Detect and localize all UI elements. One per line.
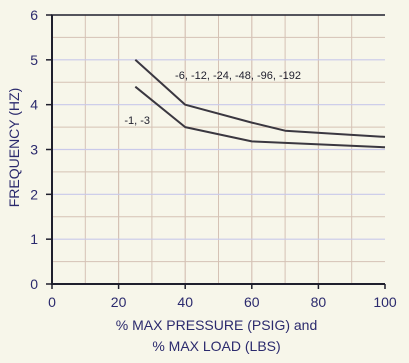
x-tick-label: 100 — [373, 294, 397, 310]
x-axis-title-line-1: % MAX PRESSURE (PSIG) and — [116, 317, 318, 333]
x-tick-label: 60 — [244, 294, 260, 310]
y-tick-label: 1 — [30, 231, 38, 247]
y-axis-title: FREQUENCY (HZ) — [6, 88, 22, 208]
y-tick-label: 4 — [30, 97, 38, 113]
y-tick-label: 0 — [30, 276, 38, 292]
x-axis-title-line-2: % MAX LOAD (LBS) — [152, 338, 280, 354]
y-tick-label: 2 — [30, 186, 38, 202]
series-label-1: -6, -12, -24, -48, -96, -192 — [175, 70, 301, 82]
y-tick-label: 5 — [30, 52, 38, 68]
y-tick-label: 6 — [30, 7, 38, 23]
x-tick-label: 0 — [48, 294, 56, 310]
y-tick-label: 3 — [30, 142, 38, 158]
x-tick-label: 40 — [177, 294, 193, 310]
series-label-2: -1, -3 — [124, 115, 150, 127]
x-tick-label: 80 — [311, 294, 327, 310]
x-tick-label: 20 — [111, 294, 127, 310]
